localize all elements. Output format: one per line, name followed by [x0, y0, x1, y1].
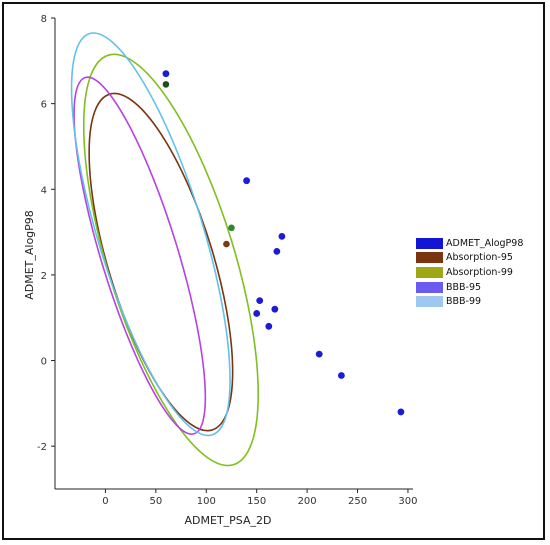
x-tick-label: 50 [149, 496, 162, 507]
x-tick-label: 100 [197, 496, 216, 507]
data-point [338, 372, 345, 379]
x-tick-label: 0 [102, 496, 108, 507]
legend-swatch [416, 266, 443, 278]
legend-swatch [416, 296, 443, 308]
legend-item: BBB-99 [416, 294, 528, 309]
legend-swatch [416, 281, 443, 293]
legend-label: BBB-99 [446, 296, 482, 308]
highlight-point [223, 240, 230, 248]
legend-label: ADMET_AlogP98 [446, 237, 524, 249]
y-tick-label: 4 [41, 185, 47, 196]
data-point [315, 350, 323, 358]
legend-label: Absorption-95 [446, 252, 513, 264]
legend-item: Absorption-95 [416, 251, 528, 266]
data-point [273, 247, 281, 255]
data-point [243, 177, 251, 185]
data-point [256, 297, 264, 304]
highlight-point [162, 81, 170, 88]
ellipse-bbb-99 [70, 32, 231, 437]
y-tick-label: 0 [41, 357, 47, 368]
legend-swatch [416, 252, 443, 264]
ellipse-absorption-99 [82, 53, 260, 467]
data-point [278, 232, 286, 240]
x-tick-label: 250 [348, 496, 367, 507]
data-point [162, 70, 170, 78]
y-tick-label: 8 [41, 14, 47, 25]
x-tick-label: 200 [298, 496, 317, 507]
y-tick-label: -2 [37, 442, 47, 453]
legend-label: BBB-95 [446, 281, 482, 293]
y-tick-label: 2 [41, 271, 47, 282]
ellipse-bbb-95 [73, 76, 207, 435]
legend-swatch [416, 237, 443, 249]
highlight-point [228, 224, 235, 232]
legend: ADMET_AlogP98 Absorption-95 Absorption-9… [416, 236, 528, 309]
legend-item: ADMET_AlogP98 [416, 236, 528, 251]
x-axis-title: ADMET_PSA_2D [185, 514, 272, 527]
data-point [397, 408, 405, 416]
data-point [271, 305, 279, 313]
x-tick-label: 150 [247, 496, 266, 507]
legend-item: BBB-95 [416, 280, 528, 295]
x-tick-label: 300 [398, 496, 417, 507]
data-point [253, 310, 261, 317]
legend-label: Absorption-99 [446, 266, 513, 278]
legend-item: Absorption-99 [416, 265, 528, 280]
chart-frame [2, 2, 545, 540]
y-tick-label: 6 [41, 100, 47, 111]
y-axis-title: ADMET_AlogP98 [23, 210, 36, 300]
data-point [265, 322, 273, 330]
